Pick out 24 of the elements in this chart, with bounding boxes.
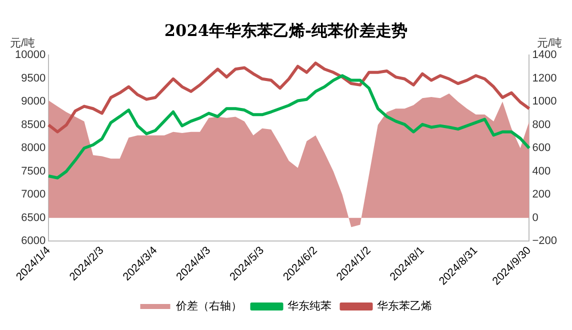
y-tick-label: 7500 bbox=[21, 165, 46, 178]
chart-title: 2024年华东苯乙烯-纯苯价差走势 bbox=[164, 20, 408, 40]
y-tick-label: 9500 bbox=[21, 72, 46, 84]
y-tick-label: 8500 bbox=[21, 118, 46, 131]
y2-tick-label: 400 bbox=[532, 165, 551, 178]
y-axis-title: 元/吨 bbox=[10, 36, 36, 50]
y2-tick-label: 1400 bbox=[532, 49, 557, 62]
y-tick-label: 9000 bbox=[21, 96, 46, 108]
legend-label: 华东纯苯 bbox=[287, 300, 332, 313]
y2-tick-label: −200 bbox=[532, 235, 558, 248]
y-tick-label: 8000 bbox=[21, 142, 46, 154]
y2-axis-title: 元/吨 bbox=[536, 36, 562, 50]
y2-tick-label: 1000 bbox=[532, 96, 557, 108]
y2-tick-label: 800 bbox=[532, 118, 551, 131]
legend-label: 价差（右轴） bbox=[174, 300, 242, 313]
y2-tick-label: 1200 bbox=[532, 72, 557, 84]
y2-tick-label: 200 bbox=[532, 188, 551, 201]
y-tick-label: 7000 bbox=[21, 188, 46, 201]
y2-tick-label: 600 bbox=[532, 142, 551, 154]
y2-tick-label: 0 bbox=[532, 212, 538, 224]
y-tick-label: 10000 bbox=[14, 49, 46, 62]
y-tick-label: 6500 bbox=[21, 212, 46, 224]
legend-label: 华东苯乙烯 bbox=[376, 300, 432, 313]
y-tick-label: 6000 bbox=[21, 235, 46, 248]
